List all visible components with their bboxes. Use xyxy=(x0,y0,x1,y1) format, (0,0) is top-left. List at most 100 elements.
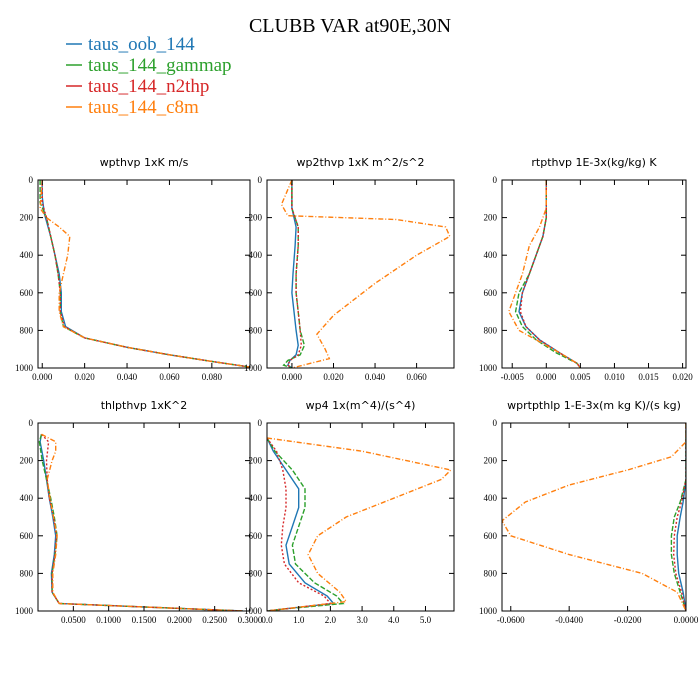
y-tick-label: 1000 xyxy=(479,606,498,616)
x-tick-label: 0.060 xyxy=(159,372,180,382)
y-tick-label: 600 xyxy=(249,288,263,298)
series-line-taus_144_c8m xyxy=(41,433,243,611)
y-tick-label: 400 xyxy=(249,493,263,503)
y-tick-label: 1000 xyxy=(244,363,263,373)
y-tick-label: 0 xyxy=(493,175,498,185)
y-tick-label: 600 xyxy=(249,531,263,541)
series-line-taus_oob_144 xyxy=(267,437,335,611)
y-tick-label: 800 xyxy=(20,325,34,335)
x-tick-label: 0.015 xyxy=(638,372,659,382)
x-tick-label: -0.0400 xyxy=(555,615,583,625)
series-line-taus_144_c8m xyxy=(267,437,453,611)
x-tick-label: 0.020 xyxy=(75,372,96,382)
panel-title: wpthvp 1xK m/s xyxy=(100,156,189,169)
y-tick-label: 400 xyxy=(249,250,263,260)
legend-label: taus_144_n2thp xyxy=(88,76,209,97)
y-tick-label: 1000 xyxy=(479,363,498,373)
x-tick-label: 0.0000 xyxy=(674,615,699,625)
x-tick-label: 0.3000 xyxy=(238,615,263,625)
series-line-taus_144_gammap xyxy=(39,180,250,368)
y-tick-label: 200 xyxy=(484,213,498,223)
y-tick-label: 1000 xyxy=(15,363,34,373)
x-tick-label: 5.0 xyxy=(420,615,432,625)
y-tick-label: 800 xyxy=(20,568,34,578)
y-tick-label: 800 xyxy=(249,568,263,578)
x-tick-label: 0.2000 xyxy=(167,615,192,625)
y-tick-label: 600 xyxy=(20,531,34,541)
series-line-taus_144_n2thp xyxy=(41,180,250,368)
legend-label: taus_oob_144 xyxy=(88,34,195,55)
x-tick-label: 0.020 xyxy=(672,372,693,382)
series-line-taus_oob_144 xyxy=(676,423,686,611)
x-tick-label: 3.0 xyxy=(356,615,368,625)
x-tick-label: 0.080 xyxy=(202,372,223,382)
x-tick-label: 0.1000 xyxy=(96,615,121,625)
series-line-taus_144_gammap xyxy=(514,180,581,368)
y-tick-label: 200 xyxy=(20,213,34,223)
y-tick-label: 400 xyxy=(20,493,34,503)
plot-frame xyxy=(266,422,455,612)
series-line-taus_144_c8m xyxy=(502,423,686,611)
y-tick-label: 0 xyxy=(493,418,498,428)
chart-panel: thlpthvp 1xK^2 0 200 400 600 800 1000 0.0500 0.1… xyxy=(15,399,263,625)
legend-label: taus_144_c8m xyxy=(88,97,199,118)
y-tick-label: 400 xyxy=(484,493,498,503)
y-tick-label: 200 xyxy=(484,456,498,466)
series-line-taus_144_gammap xyxy=(38,434,243,611)
y-tick-label: 400 xyxy=(484,250,498,260)
plot-frame xyxy=(501,179,687,369)
legend: taus_oob_144taus_144_gammaptaus_144_n2th… xyxy=(66,34,232,118)
x-tick-label: 2.0 xyxy=(325,615,337,625)
series-line-taus_oob_144 xyxy=(286,180,299,368)
x-tick-label: 0.0 xyxy=(261,615,273,625)
x-tick-label: -0.005 xyxy=(501,372,525,382)
plot-frame xyxy=(501,422,687,612)
series-line-taus_144_gammap xyxy=(282,180,306,368)
panel-title: wprtpthlp 1-E-3x(m kg K)/(s kg) xyxy=(507,399,681,412)
plot-frame xyxy=(266,179,455,369)
y-tick-label: 0 xyxy=(29,418,34,428)
x-tick-label: 0.005 xyxy=(570,372,591,382)
x-tick-label: 0.020 xyxy=(323,372,344,382)
y-tick-label: 1000 xyxy=(15,606,34,616)
y-tick-label: 800 xyxy=(484,568,498,578)
x-tick-label: 1.0 xyxy=(293,615,305,625)
y-tick-label: 200 xyxy=(249,456,263,466)
series-line-taus_oob_144 xyxy=(41,180,250,368)
x-tick-label: -0.0600 xyxy=(497,615,525,625)
y-tick-label: 600 xyxy=(484,288,498,298)
series-line-taus_144_gammap xyxy=(267,437,345,611)
plot-frame xyxy=(37,179,251,369)
x-tick-label: 0.000 xyxy=(32,372,53,382)
chart-panel: rtpthvp 1E-3x(kg/kg) K 0 200 400 600 800 1000-… xyxy=(479,156,693,382)
x-tick-label: -0.0200 xyxy=(614,615,642,625)
x-tick-label: 0.000 xyxy=(536,372,557,382)
y-tick-label: 0 xyxy=(258,175,263,185)
y-tick-label: 800 xyxy=(249,325,263,335)
series-line-taus_144_n2thp xyxy=(286,180,303,368)
y-tick-label: 0 xyxy=(29,175,34,185)
y-tick-label: 600 xyxy=(484,531,498,541)
y-tick-label: 400 xyxy=(20,250,34,260)
plot-frame xyxy=(37,422,251,612)
series-line-taus_144_n2thp xyxy=(672,423,686,611)
y-tick-label: 200 xyxy=(249,213,263,223)
chart-panel: wp2thvp 1xK m^2/s^2 0 200 400 600 800 1000 0.00… xyxy=(244,156,455,382)
figure-title: CLUBB VAR at90E,30N xyxy=(249,15,451,37)
x-tick-label: 0.040 xyxy=(117,372,138,382)
legend-label: taus_144_gammap xyxy=(88,55,232,76)
series-line-taus_oob_144 xyxy=(518,180,581,368)
x-tick-label: 0.1500 xyxy=(132,615,157,625)
panel-title: rtpthvp 1E-3x(kg/kg) K xyxy=(531,156,657,169)
panel-title: wp2thvp 1xK m^2/s^2 xyxy=(296,156,424,169)
x-tick-label: 0.060 xyxy=(406,372,427,382)
panel-title: thlpthvp 1xK^2 xyxy=(101,399,188,412)
x-tick-label: 0.010 xyxy=(604,372,625,382)
chart-panel: wprtpthlp 1-E-3x(m kg K)/(s kg) 0 200 400 60… xyxy=(479,399,699,625)
series-line-taus_144_n2thp xyxy=(519,180,581,368)
y-tick-label: 600 xyxy=(20,288,34,298)
y-tick-label: 1000 xyxy=(244,606,263,616)
